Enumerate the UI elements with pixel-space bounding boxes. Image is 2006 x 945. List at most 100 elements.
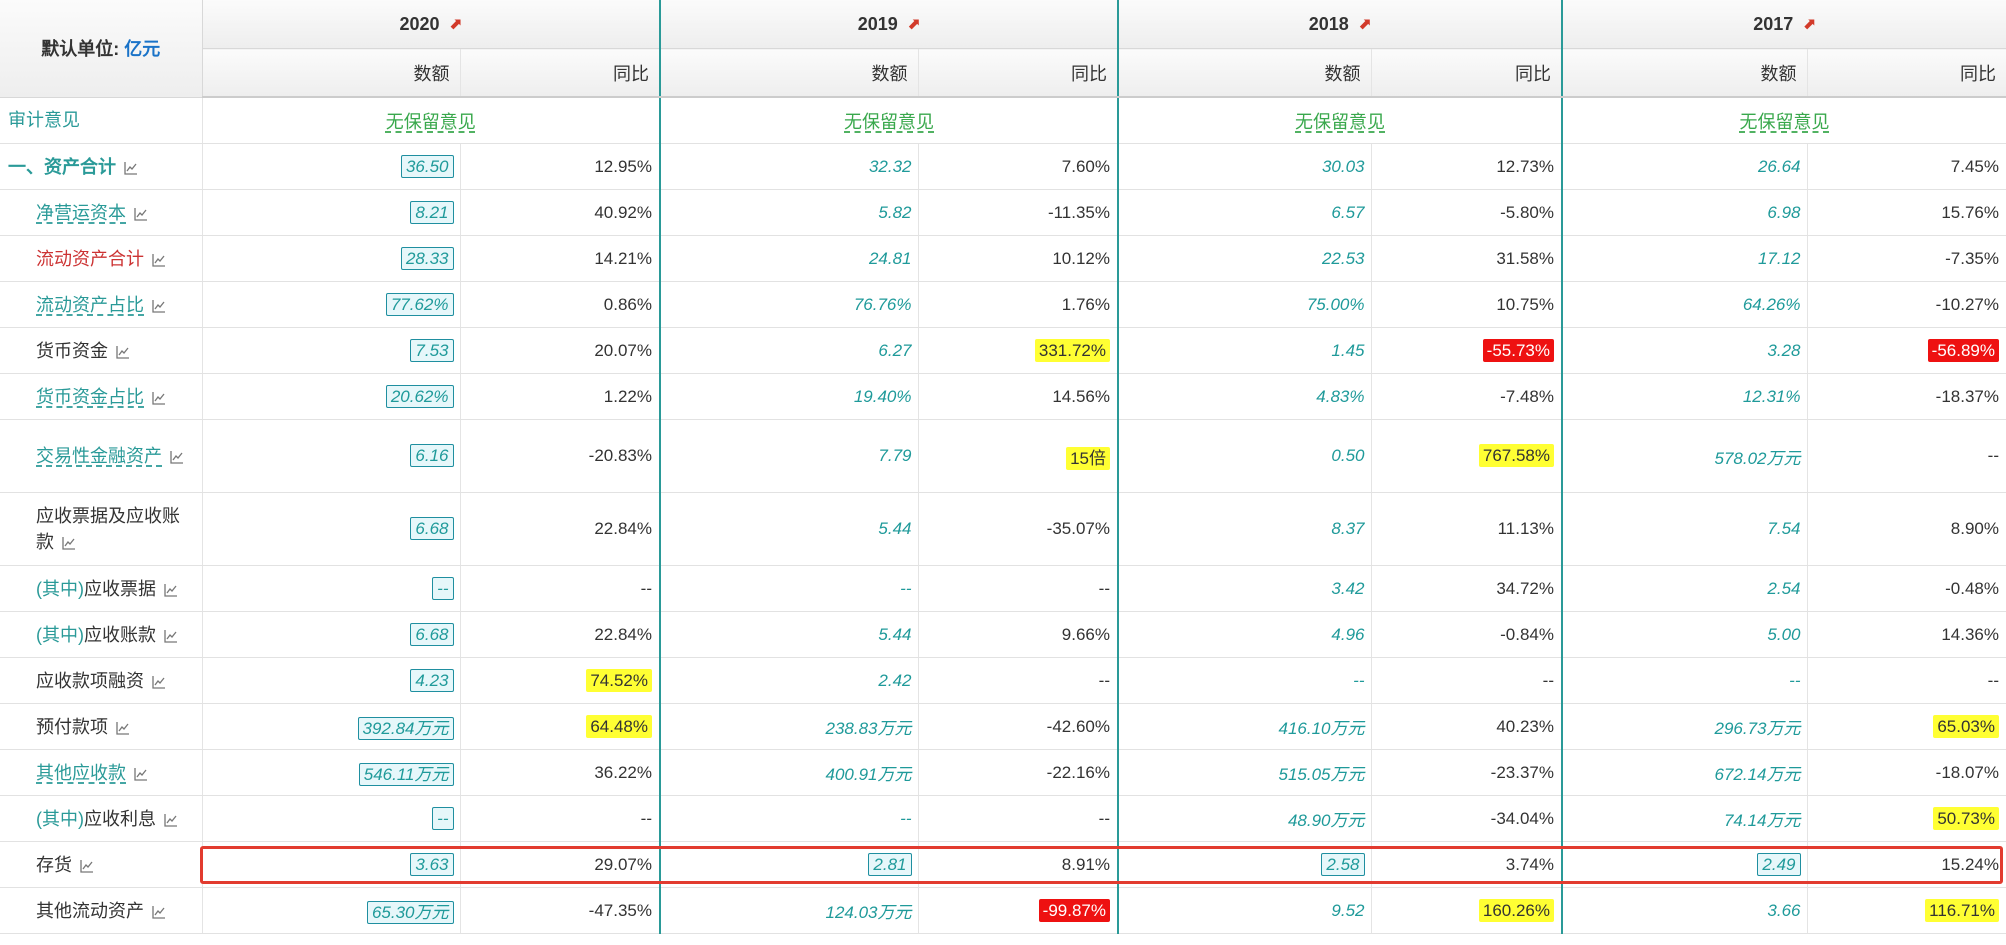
amount-cell-2019[interactable]: 76.76%: [660, 281, 919, 328]
pdf-icon[interactable]: ⬈: [448, 16, 462, 34]
amount-cell-2020[interactable]: 8.21: [202, 189, 461, 236]
amount-cell-2019[interactable]: 6.27: [660, 327, 919, 374]
amount-cell-2017[interactable]: 12.31%: [1562, 373, 1808, 420]
amount-cell-2018[interactable]: 4.83%: [1118, 373, 1372, 420]
amount-cell-2020[interactable]: 546.11万元: [202, 749, 461, 796]
amount-cell-2018[interactable]: 8.37: [1118, 492, 1372, 566]
amount-cell-2020[interactable]: 77.62%: [202, 281, 461, 328]
amount-cell-2017[interactable]: 26.64: [1562, 143, 1808, 190]
row-accounts-receivable[interactable]: (其中)应收账款 6.68 22.84% 5.44 9.66% 4.96 -0.84% 5.0…: [0, 611, 2006, 658]
amount-cell-2017[interactable]: 74.14万元: [1562, 795, 1808, 842]
amount-cell-2017[interactable]: 2.54: [1562, 565, 1808, 612]
trend-chart-icon[interactable]: [134, 767, 148, 781]
amount-cell-2019[interactable]: --: [660, 565, 919, 612]
amount-cell-2017[interactable]: 17.12: [1562, 235, 1808, 282]
trend-chart-icon[interactable]: [164, 629, 178, 643]
trend-chart-icon[interactable]: [124, 161, 138, 175]
trend-chart-icon[interactable]: [116, 345, 130, 359]
amount-cell-2018[interactable]: 6.57: [1118, 189, 1372, 236]
amount-cell-2018[interactable]: 48.90万元: [1118, 795, 1372, 842]
trend-chart-icon[interactable]: [62, 536, 76, 550]
amount-cell-2020[interactable]: --: [202, 795, 461, 842]
row-current-assets-ratio[interactable]: 流动资产占比 77.62% 0.86% 76.76% 1.76% 75.00% 10.75%…: [0, 281, 2006, 328]
amount-cell-2018[interactable]: 515.05万元: [1118, 749, 1372, 796]
amount-cell-2017[interactable]: 2.49: [1562, 841, 1808, 888]
pdf-icon[interactable]: ⬈: [1802, 16, 1816, 34]
row-receivables-financing[interactable]: 应收款项融资 4.23 74.52% 2.42 -- -- -- -- --: [0, 657, 2006, 704]
amount-cell-2019[interactable]: --: [660, 795, 919, 842]
amount-cell-2020[interactable]: 6.16: [202, 419, 461, 493]
trend-chart-icon[interactable]: [134, 207, 148, 221]
row-inventory[interactable]: 存货 3.63 29.07% 2.81 8.91% 2.58 3.74% 2.49 15.24%: [0, 841, 2006, 888]
row-net-working-capital[interactable]: 净营运资本 8.21 40.92% 5.82 -11.35% 6.57 -5.80% 6.98…: [0, 189, 2006, 236]
amount-cell-2020[interactable]: 28.33: [202, 235, 461, 282]
amount-cell-2020[interactable]: 20.62%: [202, 373, 461, 420]
trend-chart-icon[interactable]: [152, 675, 166, 689]
row-total-assets[interactable]: 一、资产合计 36.50 12.95% 32.32 7.60% 30.03 12.73% 26…: [0, 143, 2006, 190]
row-label-text[interactable]: 交易性金融资产: [36, 446, 162, 466]
amount-cell-2020[interactable]: 6.68: [202, 492, 461, 566]
amount-cell-2018[interactable]: 9.52: [1118, 887, 1372, 934]
amount-cell-2020[interactable]: 7.53: [202, 327, 461, 374]
row-trading-financial-assets[interactable]: 交易性金融资产 6.16 -20.83% 7.79 15倍 0.50 767.58% 578.…: [0, 419, 2006, 493]
row-label-text[interactable]: 其他应收款: [36, 762, 126, 783]
row-label-text[interactable]: 货币资金占比: [36, 386, 144, 407]
amount-cell-2018[interactable]: 2.58: [1118, 841, 1372, 888]
trend-chart-icon[interactable]: [152, 299, 166, 313]
audit-opinion-2019[interactable]: 无保留意见: [660, 97, 1119, 144]
trend-chart-icon[interactable]: [80, 859, 94, 873]
amount-cell-2019[interactable]: 2.42: [660, 657, 919, 704]
amount-cell-2017[interactable]: --: [1562, 657, 1808, 704]
amount-cell-2017[interactable]: 64.26%: [1562, 281, 1808, 328]
amount-cell-2017[interactable]: 7.54: [1562, 492, 1808, 566]
amount-cell-2019[interactable]: 24.81: [660, 235, 919, 282]
row-cash[interactable]: 货币资金 7.53 20.07% 6.27 331.72% 1.45 -55.73% 3.28…: [0, 327, 2006, 374]
pdf-icon[interactable]: ⬈: [906, 16, 921, 34]
amount-cell-2020[interactable]: 6.68: [202, 611, 461, 658]
row-other-receivables[interactable]: 其他应收款 546.11万元 36.22% 400.91万元 -22.16% 515.05…: [0, 749, 2006, 796]
amount-cell-2017[interactable]: 3.28: [1562, 327, 1808, 374]
row-notes-receivable[interactable]: (其中)应收票据 -- -- -- -- 3.42 34.72% 2.54 -0.48%: [0, 565, 2006, 612]
amount-cell-2018[interactable]: 4.96: [1118, 611, 1372, 658]
amount-cell-2018[interactable]: 75.00%: [1118, 281, 1372, 328]
amount-cell-2018[interactable]: 0.50: [1118, 419, 1372, 493]
amount-cell-2017[interactable]: 3.66: [1562, 887, 1808, 934]
row-total-current-assets[interactable]: 流动资产合计 28.33 14.21% 24.81 10.12% 22.53 31.58% 1…: [0, 235, 2006, 282]
amount-cell-2018[interactable]: --: [1118, 657, 1372, 704]
amount-cell-2018[interactable]: 22.53: [1118, 235, 1372, 282]
row-label-text[interactable]: 净营运资本: [36, 202, 126, 223]
amount-cell-2020[interactable]: 65.30万元: [202, 887, 461, 934]
amount-cell-2020[interactable]: 4.23: [202, 657, 461, 704]
year-header-2017[interactable]: 2017 ⬈: [1562, 0, 2006, 49]
amount-cell-2020[interactable]: 392.84万元: [202, 703, 461, 750]
amount-cell-2019[interactable]: 32.32: [660, 143, 919, 190]
amount-cell-2019[interactable]: 400.91万元: [660, 749, 919, 796]
amount-cell-2017[interactable]: 296.73万元: [1562, 703, 1808, 750]
audit-opinion-2018[interactable]: 无保留意见: [1118, 97, 1563, 144]
trend-chart-icon[interactable]: [152, 253, 166, 267]
audit-opinion-2020[interactable]: 无保留意见: [202, 97, 661, 144]
amount-cell-2017[interactable]: 672.14万元: [1562, 749, 1808, 796]
year-header-2020[interactable]: 2020 ⬈: [202, 0, 661, 49]
unit-value[interactable]: 亿元: [124, 39, 161, 60]
row-other-current-assets[interactable]: 其他流动资产 65.30万元 -47.35% 124.03万元 -99.87% 9.52 1…: [0, 887, 2006, 934]
amount-cell-2017[interactable]: 6.98: [1562, 189, 1808, 236]
amount-cell-2017[interactable]: 5.00: [1562, 611, 1808, 658]
trend-chart-icon[interactable]: [170, 450, 184, 464]
trend-chart-icon[interactable]: [116, 721, 130, 735]
amount-cell-2019[interactable]: 19.40%: [660, 373, 919, 420]
trend-chart-icon[interactable]: [164, 813, 178, 827]
amount-cell-2019[interactable]: 7.79: [660, 419, 919, 493]
pdf-icon[interactable]: ⬈: [1357, 16, 1372, 34]
amount-cell-2018[interactable]: 3.42: [1118, 565, 1372, 612]
amount-cell-2019[interactable]: 5.44: [660, 611, 919, 658]
year-header-2019[interactable]: 2019 ⬈: [660, 0, 1119, 49]
row-notes-and-accounts-receivable[interactable]: 应收票据及应收账款 6.68 22.84% 5.44 -35.07% 8.37 11.13%…: [0, 492, 2006, 566]
amount-cell-2019[interactable]: 2.81: [660, 841, 919, 888]
amount-cell-2019[interactable]: 238.83万元: [660, 703, 919, 750]
amount-cell-2020[interactable]: --: [202, 565, 461, 612]
row-cash-ratio[interactable]: 货币资金占比 20.62% 1.22% 19.40% 14.56% 4.83% -7.48%…: [0, 373, 2006, 420]
trend-chart-icon[interactable]: [152, 905, 166, 919]
row-label-text[interactable]: 流动资产占比: [36, 294, 144, 315]
amount-cell-2018[interactable]: 30.03: [1118, 143, 1372, 190]
